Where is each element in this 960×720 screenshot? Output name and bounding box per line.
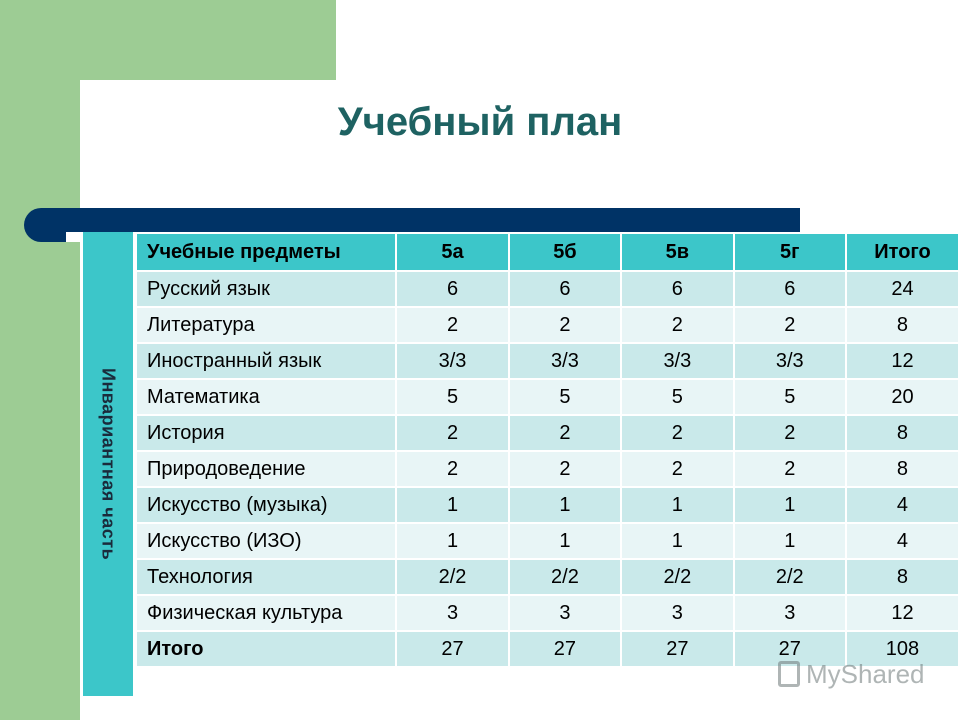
header-5b: 5б [507, 232, 623, 272]
value-cell: 5 [732, 378, 847, 416]
value-cell: 2 [507, 414, 623, 452]
value-cell: 3 [507, 594, 623, 632]
value-cell: 2 [395, 306, 510, 344]
subject-cell: Литература [134, 306, 398, 344]
total-cell: 12 [844, 594, 960, 632]
value-cell: 2 [732, 414, 847, 452]
value-cell: 2 [732, 450, 847, 488]
green-side-strip [0, 0, 80, 720]
total-cell: 8 [844, 450, 960, 488]
value-cell: 2 [620, 450, 735, 488]
value-cell: 3 [620, 594, 735, 632]
presentation-icon [778, 661, 800, 687]
value-cell: 2 [507, 450, 623, 488]
total-cell: 24 [844, 270, 960, 308]
subject-cell: Природоведение [134, 450, 398, 488]
value-cell: 2 [395, 414, 510, 452]
total-cell: 8 [844, 558, 960, 596]
table-row: Физическая культура 3 3 3 3 12 [134, 594, 960, 632]
subject-cell: Технология [134, 558, 398, 596]
table-row: Математика 5 5 5 5 20 [134, 378, 960, 416]
value-cell: 2 [620, 306, 735, 344]
header-5g: 5г [732, 232, 847, 272]
slide-title: Учебный план [337, 100, 623, 144]
value-cell: 1 [620, 486, 735, 524]
value-cell: 3/3 [507, 342, 623, 380]
subject-cell: Искусство (ИЗО) [134, 522, 398, 560]
value-cell: 3/3 [395, 342, 510, 380]
table-header-row: Учебные предметы 5а 5б 5в 5г Итого [134, 232, 960, 272]
value-cell: 1 [507, 522, 623, 560]
value-cell: 5 [507, 378, 623, 416]
value-cell: 27 [620, 630, 735, 668]
total-cell: 12 [844, 342, 960, 380]
table-row: Природоведение 2 2 2 2 8 [134, 450, 960, 488]
value-cell: 27 [395, 630, 510, 668]
value-cell: 6 [507, 270, 623, 308]
value-cell: 1 [395, 486, 510, 524]
header-total: Итого [844, 232, 960, 272]
value-cell: 3/3 [732, 342, 847, 380]
value-cell: 27 [732, 630, 847, 668]
value-cell: 2 [732, 306, 847, 344]
value-cell: 2/2 [507, 558, 623, 596]
header-5a: 5а [395, 232, 510, 272]
value-cell: 2/2 [620, 558, 735, 596]
subject-cell: Иностранный язык [134, 342, 398, 380]
value-cell: 5 [620, 378, 735, 416]
value-cell: 2/2 [732, 558, 847, 596]
subject-cell: История [134, 414, 398, 452]
table-row: Искусство (музыка) 1 1 1 1 4 [134, 486, 960, 524]
value-cell: 3 [395, 594, 510, 632]
subject-cell: Итого [134, 630, 398, 668]
value-cell: 1 [732, 486, 847, 524]
total-cell: 108 [844, 630, 960, 668]
value-cell: 3/3 [620, 342, 735, 380]
table-row: Литература 2 2 2 2 8 [134, 306, 960, 344]
header-subjects: Учебные предметы [134, 232, 398, 272]
watermark: MyShared [778, 654, 925, 694]
green-top-block [0, 0, 336, 80]
value-cell: 1 [732, 522, 847, 560]
value-cell: 1 [620, 522, 735, 560]
invariant-part-label: Инвариантная часть [83, 232, 133, 696]
header-5v: 5в [620, 232, 735, 272]
value-cell: 6 [620, 270, 735, 308]
value-cell: 6 [395, 270, 510, 308]
value-cell: 1 [395, 522, 510, 560]
total-cell: 4 [844, 522, 960, 560]
curriculum-table: Учебные предметы 5а 5б 5в 5г Итого Русск… [134, 232, 960, 668]
subject-cell: Русский язык [134, 270, 398, 308]
value-cell: 2/2 [395, 558, 510, 596]
invariant-part-text: Инвариантная часть [98, 367, 119, 561]
value-cell: 3 [732, 594, 847, 632]
table-row: Русский язык 6 6 6 6 24 [134, 270, 960, 308]
table-row: Технология 2/2 2/2 2/2 2/2 8 [134, 558, 960, 596]
table-row: Искусство (ИЗО) 1 1 1 1 4 [134, 522, 960, 560]
value-cell: 27 [507, 630, 623, 668]
subject-cell: Физическая культура [134, 594, 398, 632]
total-cell: 4 [844, 486, 960, 524]
value-cell: 1 [507, 486, 623, 524]
subject-cell: Искусство (музыка) [134, 486, 398, 524]
value-cell: 2 [395, 450, 510, 488]
table-total-row: Итого 27 27 27 27 108 [134, 630, 960, 668]
watermark-text: MyShared [806, 658, 925, 689]
subject-cell: Математика [134, 378, 398, 416]
value-cell: 2 [620, 414, 735, 452]
total-cell: 8 [844, 306, 960, 344]
table-row: Иностранный язык 3/3 3/3 3/3 3/3 12 [134, 342, 960, 380]
table-row: История 2 2 2 2 8 [134, 414, 960, 452]
value-cell: 2 [507, 306, 623, 344]
value-cell: 5 [395, 378, 510, 416]
total-cell: 8 [844, 414, 960, 452]
value-cell: 6 [732, 270, 847, 308]
total-cell: 20 [844, 378, 960, 416]
